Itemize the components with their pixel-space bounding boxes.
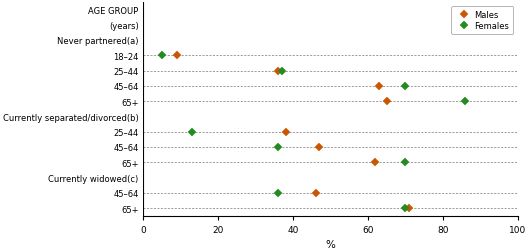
Legend: Males, Females: Males, Females [451,7,514,35]
X-axis label: %: % [325,239,335,249]
